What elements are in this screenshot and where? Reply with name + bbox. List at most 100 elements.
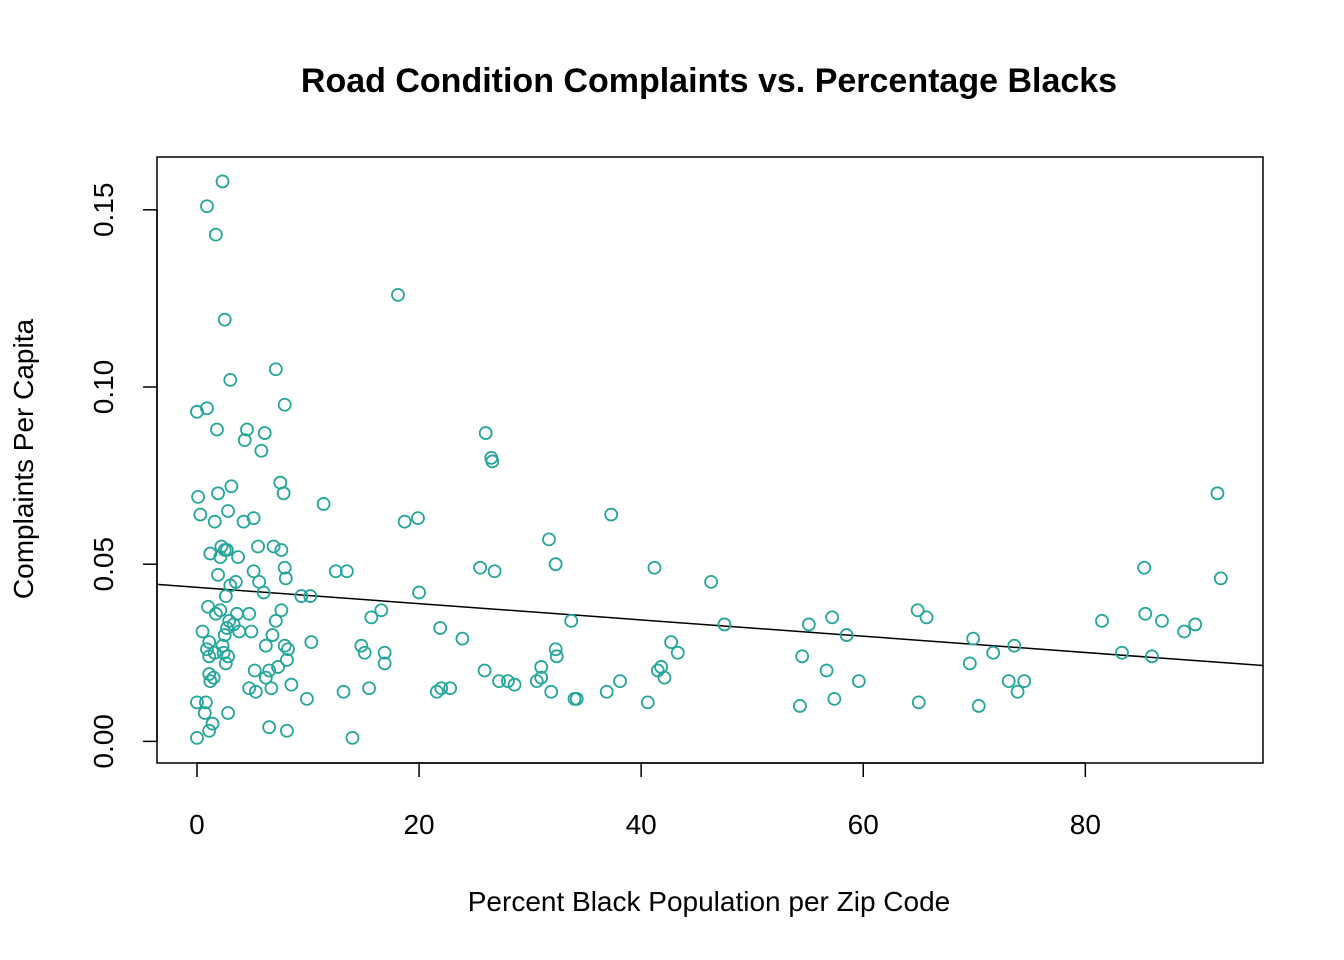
data-point xyxy=(542,532,556,547)
data-point xyxy=(190,695,204,710)
data-point xyxy=(473,560,488,575)
data-point xyxy=(910,603,925,618)
data-point xyxy=(839,628,854,642)
data-point xyxy=(433,621,448,635)
data-point xyxy=(1177,624,1192,639)
data-point xyxy=(257,426,272,440)
data-point xyxy=(1017,674,1032,689)
data-point xyxy=(278,571,293,586)
y-axis-label: Complaints Per Capita xyxy=(8,319,39,600)
data-point xyxy=(911,695,926,710)
y-tick-label: 0.05 xyxy=(88,537,119,592)
data-point xyxy=(534,670,549,685)
data-point xyxy=(1010,684,1025,699)
data-point xyxy=(224,479,239,494)
data-point xyxy=(258,638,273,653)
data-point xyxy=(604,507,619,522)
data-point xyxy=(670,645,685,660)
data-point xyxy=(190,730,204,745)
data-point xyxy=(1137,560,1152,575)
data-point xyxy=(266,539,281,554)
data-point xyxy=(412,585,426,600)
data-point xyxy=(1095,613,1109,628)
data-point xyxy=(303,589,318,603)
data-point xyxy=(215,638,230,653)
data-point xyxy=(277,638,292,653)
data-point xyxy=(650,663,665,678)
data-point xyxy=(213,603,228,618)
data-point xyxy=(254,443,269,458)
data-point xyxy=(240,422,254,437)
data-point xyxy=(300,691,314,706)
data-point xyxy=(364,610,379,625)
x-tick-label: 40 xyxy=(626,809,657,840)
data-point xyxy=(268,362,283,377)
data-point xyxy=(202,723,217,738)
data-point xyxy=(827,691,842,706)
data-point xyxy=(647,560,662,575)
data-point xyxy=(704,575,719,589)
data-point xyxy=(246,511,261,526)
data-point xyxy=(819,663,834,678)
data-point xyxy=(193,507,208,522)
data-point xyxy=(220,621,234,635)
data-point xyxy=(357,645,372,660)
data-point xyxy=(362,681,376,696)
data-point xyxy=(793,699,807,713)
data-point xyxy=(223,373,238,387)
data-point xyxy=(962,656,977,671)
data-point xyxy=(548,557,563,572)
data-point xyxy=(429,684,444,699)
data-point xyxy=(280,723,294,738)
x-axis-label: Percent Black Population per Zip Code xyxy=(468,886,951,917)
data-point xyxy=(487,564,502,579)
data-point xyxy=(1213,571,1228,586)
data-point xyxy=(851,674,866,689)
data-point xyxy=(478,426,493,440)
data-point xyxy=(231,550,245,565)
data-point xyxy=(258,670,273,685)
data-point xyxy=(316,497,331,511)
data-point xyxy=(198,695,213,710)
data-point xyxy=(1007,638,1022,653)
data-point xyxy=(251,539,265,554)
data-point xyxy=(218,656,233,671)
data-point xyxy=(825,610,840,625)
data-point xyxy=(277,560,292,575)
x-tick-label: 0 xyxy=(189,809,205,840)
data-point xyxy=(207,514,222,529)
data-point xyxy=(1138,606,1153,621)
x-tick-label: 20 xyxy=(403,809,434,840)
data-point xyxy=(280,652,294,667)
data-point xyxy=(1145,649,1159,664)
data-point xyxy=(1001,674,1016,689)
data-point xyxy=(217,312,232,327)
data-point xyxy=(200,401,214,416)
data-point xyxy=(246,564,261,579)
data-point xyxy=(195,624,210,639)
data-point xyxy=(544,684,559,699)
data-point xyxy=(274,603,289,618)
data-point xyxy=(222,613,237,628)
data-point xyxy=(569,691,584,706)
data-point xyxy=(215,174,230,189)
data-point xyxy=(248,684,263,699)
data-point xyxy=(262,663,277,678)
data-point xyxy=(919,610,934,625)
data-point xyxy=(795,649,810,664)
regression-layer xyxy=(156,583,1264,667)
x-tick-label: 60 xyxy=(848,809,879,840)
data-point xyxy=(210,422,224,437)
data-point xyxy=(613,674,627,689)
data-point xyxy=(374,603,389,618)
data-point xyxy=(507,677,522,692)
data-point xyxy=(397,514,412,529)
data-point xyxy=(966,631,981,646)
data-point xyxy=(548,642,563,657)
data-point xyxy=(477,663,492,678)
y-tick-label: 0.00 xyxy=(88,714,119,769)
data-point xyxy=(265,628,280,642)
data-point xyxy=(274,543,289,557)
data-point xyxy=(717,617,732,632)
